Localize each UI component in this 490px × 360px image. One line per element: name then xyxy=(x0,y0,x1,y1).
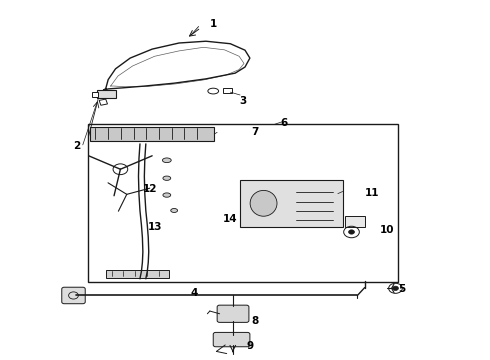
Text: 12: 12 xyxy=(143,184,157,194)
Text: 4: 4 xyxy=(190,288,197,298)
Text: 7: 7 xyxy=(251,127,258,136)
Bar xyxy=(88,125,398,282)
Circle shape xyxy=(392,286,398,291)
Ellipse shape xyxy=(163,176,171,180)
FancyBboxPatch shape xyxy=(62,287,85,304)
Ellipse shape xyxy=(163,193,171,197)
Text: 5: 5 xyxy=(398,284,405,294)
Text: 3: 3 xyxy=(239,96,246,106)
Ellipse shape xyxy=(208,88,219,94)
Bar xyxy=(106,270,169,278)
Text: 13: 13 xyxy=(147,222,162,232)
Bar xyxy=(98,90,116,98)
Bar xyxy=(90,127,214,140)
Bar xyxy=(92,92,98,97)
Text: 9: 9 xyxy=(246,341,253,351)
Text: 6: 6 xyxy=(280,118,288,128)
Bar xyxy=(240,180,343,226)
FancyBboxPatch shape xyxy=(213,332,250,347)
Ellipse shape xyxy=(162,158,171,163)
Ellipse shape xyxy=(171,208,177,212)
FancyBboxPatch shape xyxy=(217,305,249,322)
Text: 14: 14 xyxy=(223,215,238,224)
Ellipse shape xyxy=(250,190,277,216)
Text: 2: 2 xyxy=(73,141,80,151)
Text: 10: 10 xyxy=(379,225,394,235)
Bar xyxy=(223,88,232,93)
Bar xyxy=(99,99,107,105)
Text: 1: 1 xyxy=(210,19,217,29)
Bar xyxy=(345,216,365,227)
Text: 8: 8 xyxy=(251,316,258,325)
Text: 11: 11 xyxy=(365,188,379,198)
Circle shape xyxy=(348,230,354,234)
